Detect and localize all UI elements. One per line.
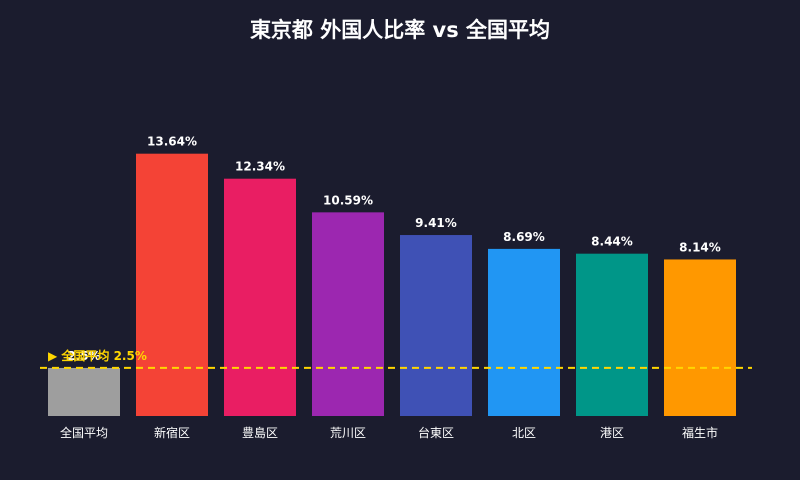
bar-value-label-6: 8.44%: [591, 235, 633, 249]
bar-value-label-5: 8.69%: [503, 230, 545, 244]
reference-line-label: ▶ 全国平均 2.5%: [48, 348, 147, 363]
category-label-0: 全国平均: [60, 425, 108, 440]
bar-value-label-2: 12.34%: [235, 160, 285, 174]
bar-2: [224, 178, 296, 416]
bar-1: [136, 153, 208, 416]
bar-0: [48, 367, 120, 416]
category-label-3: 荒川区: [330, 426, 366, 440]
bar-value-label-4: 9.41%: [415, 216, 457, 230]
bar-value-label-3: 10.59%: [323, 193, 373, 207]
bar-value-label-7: 8.14%: [679, 240, 721, 254]
bar-7: [664, 259, 736, 416]
bar-3: [312, 212, 384, 416]
chart-title: 東京都 外国人比率 vs 全国平均: [249, 18, 551, 42]
bar-6: [576, 253, 648, 416]
category-label-1: 新宿区: [154, 425, 190, 440]
bar-value-label-0: 2.5%: [67, 349, 100, 363]
category-label-7: 福生市: [682, 425, 718, 440]
category-label-2: 豊島区: [242, 425, 278, 440]
category-label-5: 北区: [512, 426, 536, 440]
bar-5: [488, 248, 560, 416]
bar-4: [400, 235, 472, 416]
category-label-4: 台東区: [418, 425, 454, 440]
bar-value-label-1: 13.64%: [147, 135, 197, 149]
category-label-6: 港区: [600, 426, 624, 440]
